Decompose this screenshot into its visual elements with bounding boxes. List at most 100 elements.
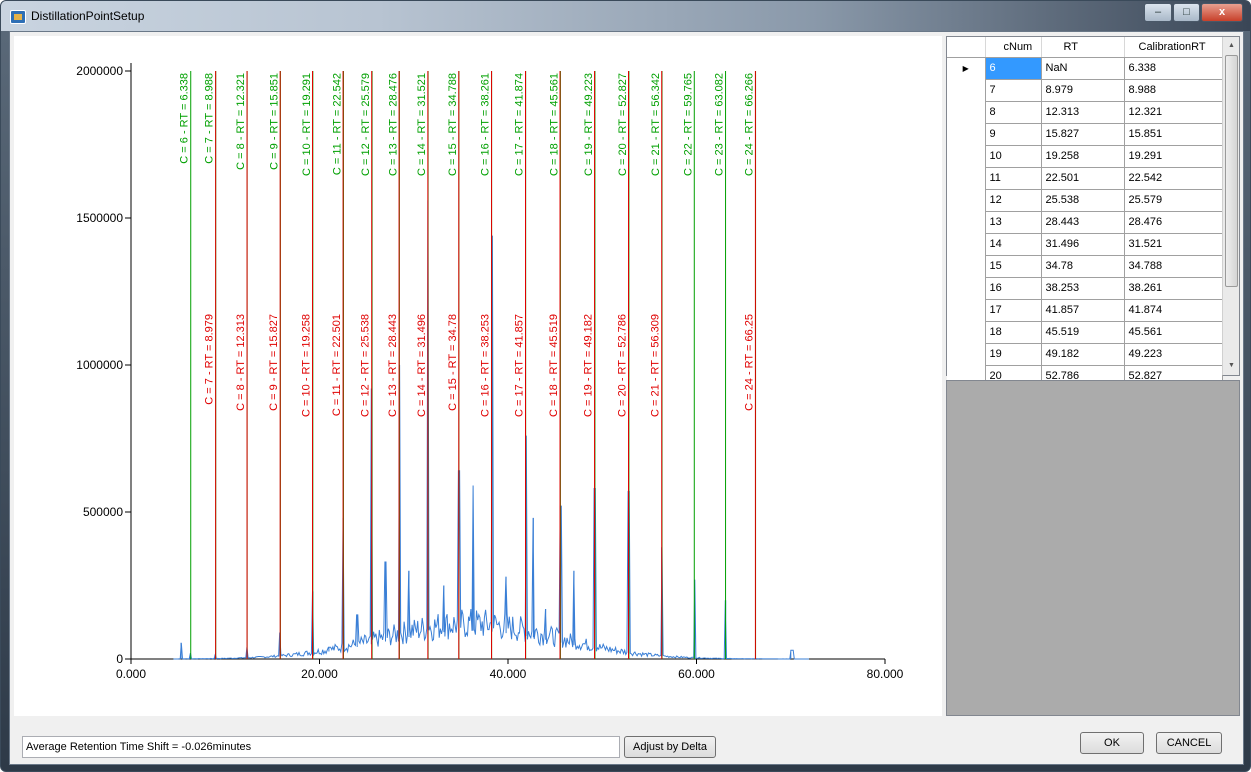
cell-calibration-rt[interactable]: 28.476 [1123, 210, 1223, 234]
cell-calibration-rt[interactable]: 34.788 [1123, 254, 1223, 278]
ok-button[interactable]: OK [1080, 732, 1144, 754]
y-tick-label: 2000000 [76, 64, 123, 78]
column-header-cnum[interactable]: cNum [985, 37, 1042, 58]
cell-cnum[interactable]: 17 [984, 298, 1042, 322]
calibration-marker-label: C = 24 - RT = 66.266 [744, 73, 756, 176]
cell-cnum[interactable]: 18 [984, 320, 1042, 344]
row-header[interactable] [947, 145, 986, 167]
row-header[interactable] [947, 321, 986, 343]
table-row[interactable]: 12 25.538 25.579 [947, 188, 1223, 212]
vertical-scrollbar[interactable]: ▲ ▼ [1222, 37, 1239, 375]
cell-cnum[interactable]: 13 [984, 210, 1042, 234]
cell-calibration-rt[interactable]: 12.321 [1123, 100, 1223, 124]
table-row[interactable]: 8 12.313 12.321 [947, 100, 1223, 124]
cell-calibration-rt[interactable]: 38.261 [1123, 276, 1223, 300]
row-header[interactable] [947, 299, 986, 321]
cell-rt[interactable]: 34.78 [1040, 254, 1125, 278]
calibration-marker-label: C = 10 - RT = 19.291 [301, 73, 313, 176]
title-bar[interactable]: DistillationPointSetup – □ x [1, 1, 1250, 31]
scroll-thumb[interactable] [1225, 55, 1238, 287]
table-row[interactable]: 13 28.443 28.476 [947, 210, 1223, 234]
cell-calibration-rt[interactable]: 41.874 [1123, 298, 1223, 322]
calibration-marker-label: C = 16 - RT = 38.261 [480, 73, 492, 176]
row-header[interactable] [947, 343, 986, 365]
adjust-by-delta-button[interactable]: Adjust by Delta [624, 736, 716, 758]
cell-calibration-rt[interactable]: 19.291 [1123, 144, 1223, 168]
cell-cnum[interactable]: 16 [984, 276, 1042, 300]
row-header[interactable] [947, 233, 986, 255]
sample-marker-label: C = 24 - RT = 66.25 [743, 314, 755, 411]
x-tick-label: 60.000 [678, 667, 715, 681]
row-header[interactable] [947, 79, 986, 101]
cell-cnum[interactable]: 14 [984, 232, 1042, 256]
row-header[interactable] [947, 277, 986, 299]
cell-cnum[interactable]: 9 [984, 122, 1042, 146]
calibration-marker-label: C = 15 - RT = 34.788 [447, 73, 459, 176]
close-button[interactable]: x [1201, 3, 1243, 22]
table-row[interactable]: 16 38.253 38.261 [947, 276, 1223, 300]
cell-rt[interactable]: 19.258 [1040, 144, 1125, 168]
table-row[interactable]: 14 31.496 31.521 [947, 232, 1223, 256]
cell-rt[interactable]: 45.519 [1040, 320, 1125, 344]
cell-calibration-rt[interactable]: 31.521 [1123, 232, 1223, 256]
sample-marker-label: C = 12 - RT = 25.538 [360, 314, 372, 417]
table-row[interactable]: 15 34.78 34.788 [947, 254, 1223, 278]
cell-rt[interactable]: 8.979 [1040, 78, 1125, 102]
row-header[interactable] [947, 255, 986, 277]
cell-calibration-rt[interactable]: 49.223 [1123, 342, 1223, 366]
cancel-button[interactable]: CANCEL [1156, 732, 1222, 754]
cell-rt[interactable]: 22.501 [1040, 166, 1125, 190]
cell-calibration-rt[interactable]: 6.338 [1123, 56, 1223, 80]
table-row[interactable]: 11 22.501 22.542 [947, 166, 1223, 190]
current-row-arrow-icon[interactable]: ▶ [947, 57, 986, 79]
scroll-up-icon[interactable]: ▲ [1228, 42, 1235, 49]
cell-rt[interactable]: NaN [1040, 56, 1125, 80]
x-tick-label: 40.000 [490, 667, 527, 681]
cell-cnum[interactable]: 8 [984, 100, 1042, 124]
client-area: 0 500000 1000000 1500000 2000000 0.000 20.000 4… [9, 31, 1244, 765]
cell-rt[interactable]: 12.313 [1040, 100, 1125, 124]
table-row[interactable]: 7 8.979 8.988 [947, 78, 1223, 102]
cell-rt[interactable]: 38.253 [1040, 276, 1125, 300]
cell-calibration-rt[interactable]: 45.561 [1123, 320, 1223, 344]
cell-cnum[interactable]: 6 [984, 56, 1042, 80]
cell-calibration-rt[interactable]: 22.542 [1123, 166, 1223, 190]
y-tick-label: 1500000 [76, 211, 123, 225]
cell-rt[interactable]: 49.182 [1040, 342, 1125, 366]
table-row[interactable]: 18 45.519 45.561 [947, 320, 1223, 344]
cell-calibration-rt[interactable]: 25.579 [1123, 188, 1223, 212]
cell-rt[interactable]: 31.496 [1040, 232, 1125, 256]
row-header[interactable] [947, 123, 986, 145]
calibration-table[interactable]: cNum RT CalibrationRT ▶ 6 NaN 6.338 7 8.979 8.… [947, 37, 1223, 388]
table-row[interactable]: 17 41.857 41.874 [947, 298, 1223, 322]
row-header[interactable] [947, 101, 986, 123]
cell-calibration-rt[interactable]: 8.988 [1123, 78, 1223, 102]
cell-cnum[interactable]: 10 [984, 144, 1042, 168]
row-header[interactable] [947, 167, 986, 189]
cell-rt[interactable]: 41.857 [1040, 298, 1125, 322]
table-row[interactable]: 19 49.182 49.223 [947, 342, 1223, 366]
cell-cnum[interactable]: 15 [984, 254, 1042, 278]
calibration-marker-label: C = 8 - RT = 12.321 [235, 73, 247, 170]
maximize-button[interactable]: □ [1173, 3, 1200, 22]
column-header-calibration-rt[interactable]: CalibrationRT [1124, 37, 1223, 58]
table-row[interactable]: 10 19.258 19.291 [947, 144, 1223, 168]
row-header[interactable] [947, 189, 986, 211]
sample-marker-label: C = 13 - RT = 28.443 [387, 314, 399, 417]
cell-rt[interactable]: 25.538 [1040, 188, 1125, 212]
x-tick-label: 20.000 [301, 667, 338, 681]
minimize-button[interactable]: – [1144, 3, 1172, 22]
column-header-rt[interactable]: RT [1041, 37, 1125, 58]
sample-marker-label: C = 11 - RT = 22.501 [331, 314, 343, 416]
table-row[interactable]: 9 15.827 15.851 [947, 122, 1223, 146]
table-row[interactable]: ▶ 6 NaN 6.338 [947, 56, 1223, 80]
cell-cnum[interactable]: 19 [984, 342, 1042, 366]
cell-cnum[interactable]: 7 [984, 78, 1042, 102]
cell-rt[interactable]: 28.443 [1040, 210, 1125, 234]
cell-cnum[interactable]: 11 [984, 166, 1042, 190]
cell-rt[interactable]: 15.827 [1040, 122, 1125, 146]
scroll-down-icon[interactable]: ▼ [1228, 362, 1235, 369]
row-header[interactable] [947, 211, 986, 233]
cell-calibration-rt[interactable]: 15.851 [1123, 122, 1223, 146]
cell-cnum[interactable]: 12 [984, 188, 1042, 212]
